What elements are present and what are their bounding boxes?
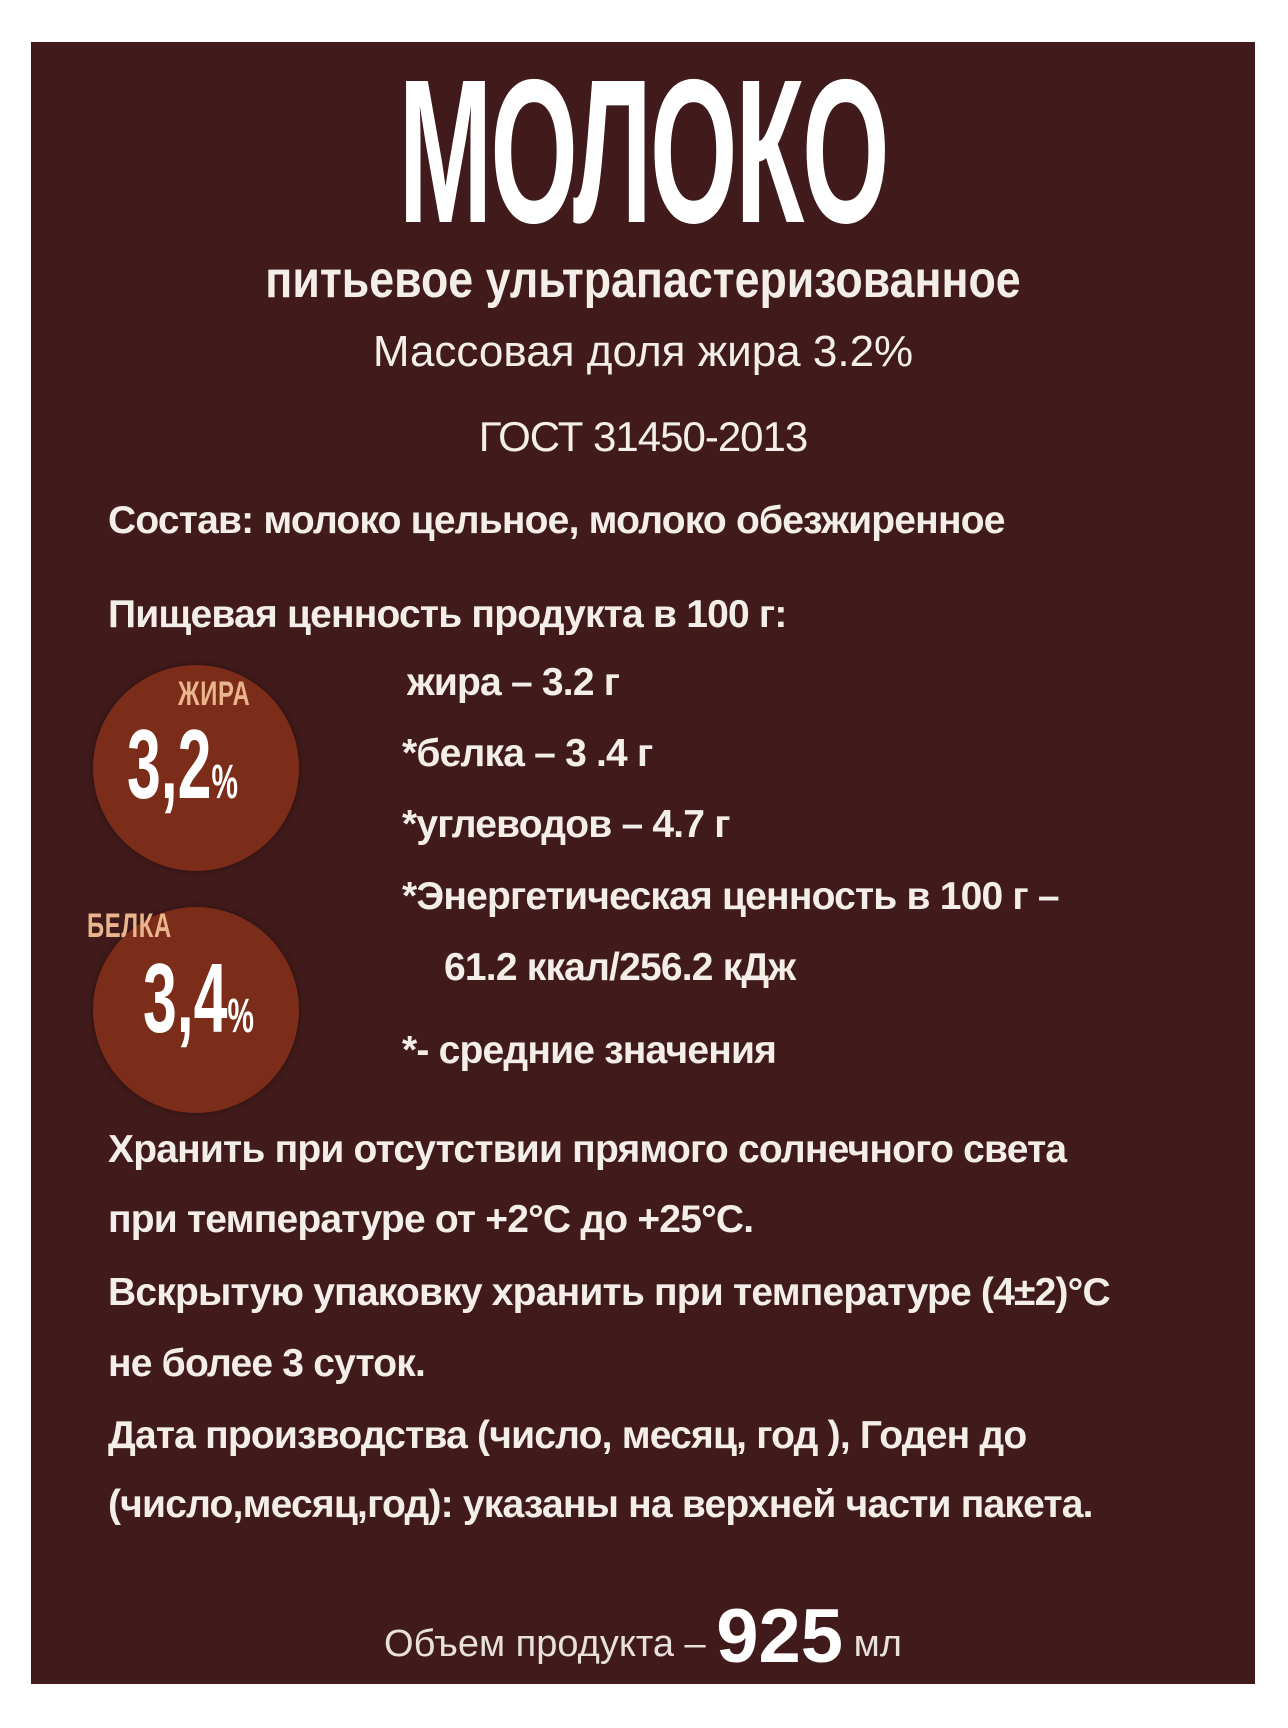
fat-badge-label: ЖИРА	[178, 675, 251, 713]
storage-line: Вскрытую упаковку хранить при температур…	[108, 1271, 1111, 1314]
nutrition-footnote: *- средние значения	[402, 1029, 777, 1072]
volume-prefix: Объем продукта –	[384, 1623, 706, 1665]
product-subtitle: питьевое ультрапастеризованное	[265, 251, 1021, 309]
standard: ГОСТ 31450-2013	[478, 413, 809, 460]
nutrition-fat: жира – 3.2 г	[407, 661, 620, 704]
storage-line: (число,месяц,год): указаны на верхней ча…	[108, 1483, 1094, 1526]
fat-fraction: Массовая доля жира 3.2%	[372, 327, 914, 376]
product-title: МОЛОКО	[398, 37, 890, 266]
nutrition-heading: Пищевая ценность продукта в 100 г:	[108, 593, 787, 636]
product-label: МОЛОКО питьевое ультрапастеризованное Ма…	[31, 42, 1255, 1684]
volume-value: 925	[716, 1594, 844, 1679]
storage-line: Хранить при отсутствии прямого солнечног…	[108, 1128, 1067, 1171]
volume: Объем продукта – 925 мл	[31, 1597, 1255, 1684]
protein-badge-label: БЕЛКА	[87, 907, 172, 945]
protein-badge	[93, 907, 299, 1113]
storage-line: не более 3 суток.	[108, 1342, 426, 1385]
storage-line: Дата производства (число, месяц, год ), …	[108, 1414, 1027, 1457]
protein-badge-value: 3,4%	[143, 943, 254, 1053]
nutrition-protein: *белка – 3 .4 г	[402, 732, 653, 775]
nutrition-carbs: *углеводов – 4.7 г	[402, 803, 730, 846]
storage-line: при температуре от +2°С до +25°С.	[108, 1198, 754, 1241]
fat-badge-value: 3,2%	[127, 709, 238, 819]
nutrition-energy: *Энергетическая ценность в 100 г –	[402, 875, 1060, 918]
composition: Состав: молоко цельное, молоко обезжирен…	[108, 499, 1005, 542]
nutrition-energy-value: 61.2 ккал/256.2 кДж	[444, 946, 796, 989]
fat-badge	[93, 665, 299, 871]
volume-unit: мл	[853, 1623, 902, 1665]
